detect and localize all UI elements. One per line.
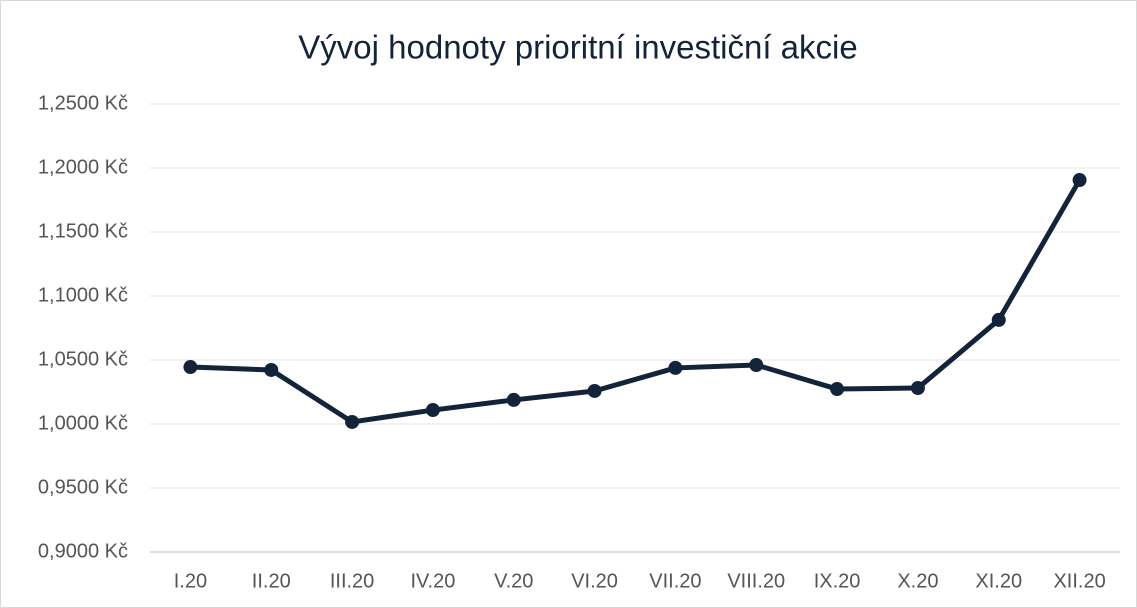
data-point bbox=[830, 382, 845, 397]
data-point bbox=[910, 381, 925, 396]
y-tick-label: 1,1500 Kč bbox=[38, 220, 128, 242]
y-tick-label: 1,1000 Kč bbox=[38, 284, 128, 306]
series-line bbox=[190, 178, 1082, 425]
data-point bbox=[506, 392, 521, 407]
x-tick-label: VI.20 bbox=[571, 570, 618, 592]
x-tick-label: III.20 bbox=[330, 570, 374, 592]
y-tick-label: 1,0500 Kč bbox=[38, 348, 128, 370]
data-point bbox=[183, 360, 198, 375]
y-tick-label: 0,9500 Kč bbox=[38, 476, 128, 498]
y-tick-label: 0,9000 Kč bbox=[38, 540, 128, 562]
data-point bbox=[668, 360, 683, 375]
x-tick-label: XI.20 bbox=[975, 570, 1022, 592]
data-point bbox=[991, 312, 1006, 327]
chart-title: Vývoj hodnoty prioritní investiční akcie bbox=[298, 29, 857, 66]
x-tick-label: VIII.20 bbox=[727, 570, 785, 592]
x-tick-label: II.20 bbox=[252, 570, 291, 592]
x-tick-label: V.20 bbox=[494, 570, 533, 592]
data-point bbox=[425, 403, 440, 418]
data-point bbox=[345, 414, 360, 429]
data-point bbox=[1072, 173, 1087, 188]
x-tick-label: XII.20 bbox=[1053, 570, 1105, 592]
data-point bbox=[264, 362, 279, 377]
x-tick-label: VII.20 bbox=[649, 570, 701, 592]
x-tick-label: IV.20 bbox=[410, 570, 455, 592]
y-tick-label: 1,0000 Kč bbox=[38, 412, 128, 434]
data-point bbox=[587, 383, 602, 398]
data-point bbox=[749, 357, 764, 372]
x-tick-label: X.20 bbox=[897, 570, 938, 592]
x-tick-label: I.20 bbox=[174, 570, 207, 592]
y-tick-label: 1,2500 Kč bbox=[38, 92, 128, 114]
x-tick-label: IX.20 bbox=[814, 570, 861, 592]
y-tick-label: 1,2000 Kč bbox=[38, 156, 128, 178]
